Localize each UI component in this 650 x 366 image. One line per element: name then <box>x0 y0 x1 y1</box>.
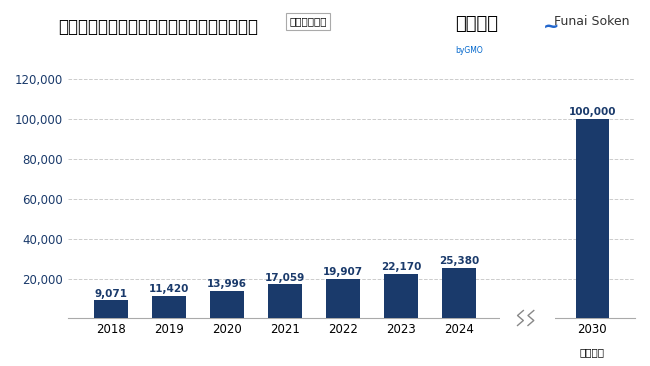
Bar <box>500 317 554 328</box>
Bar <box>384 274 418 318</box>
Text: Funai Soken: Funai Soken <box>554 15 629 29</box>
Bar <box>94 300 127 318</box>
Text: （予定）: （予定） <box>580 347 605 357</box>
Bar <box>326 279 359 318</box>
Bar <box>268 284 302 318</box>
Bar <box>575 119 609 318</box>
Text: 25,380: 25,380 <box>439 256 479 266</box>
Text: ~: ~ <box>543 16 559 36</box>
Text: 子ども向けプログラミング教育市場規模推移: 子ども向けプログラミング教育市場規模推移 <box>58 18 259 36</box>
Text: 11,420: 11,420 <box>149 284 189 294</box>
Text: 13,996: 13,996 <box>207 279 247 289</box>
Text: byGMO: byGMO <box>455 46 483 55</box>
Text: 単位：百万円: 単位：百万円 <box>289 16 327 26</box>
Text: 22,170: 22,170 <box>381 262 421 272</box>
Text: 100,000: 100,000 <box>569 107 616 117</box>
Bar <box>210 291 244 318</box>
Bar <box>442 268 476 318</box>
Bar <box>152 296 185 318</box>
Text: 17,059: 17,059 <box>265 273 305 283</box>
Text: 9,071: 9,071 <box>94 288 127 299</box>
Text: 19,907: 19,907 <box>323 267 363 277</box>
Text: コエテコ: コエテコ <box>455 15 498 33</box>
